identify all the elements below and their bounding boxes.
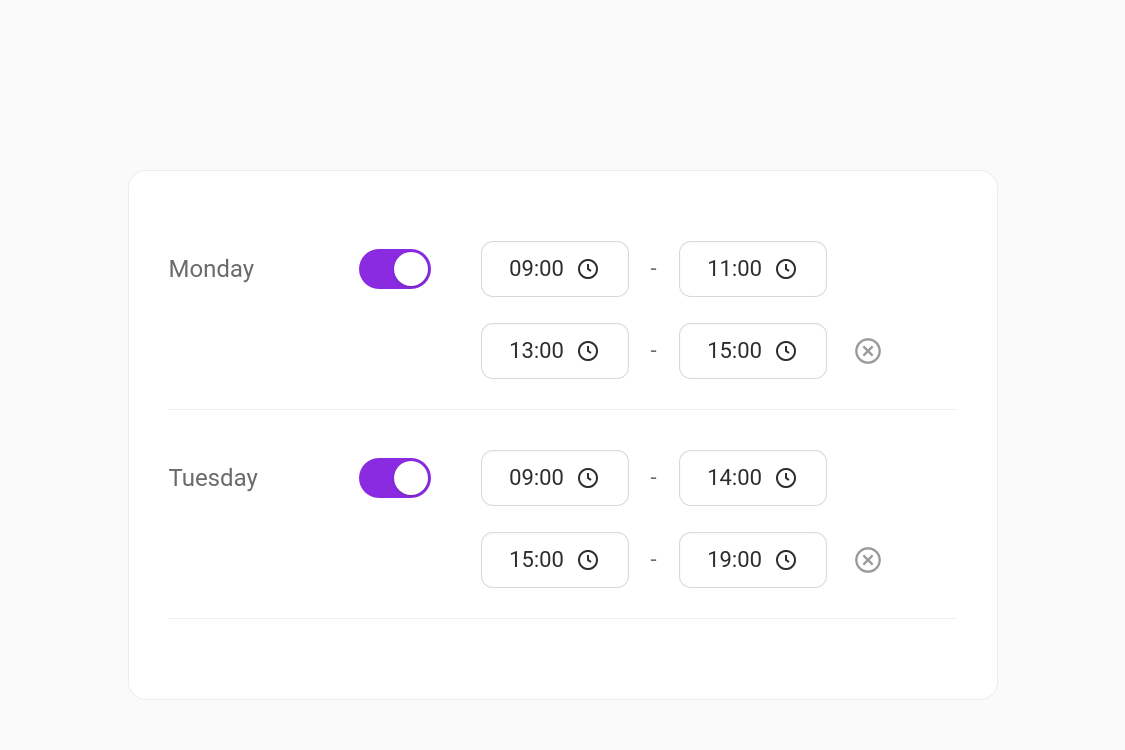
toggle-knob [394, 252, 428, 286]
toggle-knob [394, 461, 428, 495]
time-value: 19:00 [707, 548, 762, 573]
day-row: Tuesday 09:00 - 14:00 [169, 440, 957, 619]
clock-icon [774, 339, 798, 363]
time-value: 11:00 [707, 257, 762, 282]
day-label-tuesday: Tuesday [169, 450, 359, 492]
clock-icon [576, 466, 600, 490]
time-slot: 09:00 - 14:00 [481, 450, 883, 506]
clock-icon [576, 257, 600, 281]
end-time-input[interactable]: 15:00 [679, 323, 827, 379]
time-slots-monday: 09:00 - 11:00 13:00 [481, 241, 883, 379]
schedule-card: Monday 09:00 - 11:00 [128, 170, 998, 700]
start-time-input[interactable]: 09:00 [481, 450, 629, 506]
day-row: Monday 09:00 - 11:00 [169, 231, 957, 410]
clock-icon [576, 339, 600, 363]
clock-icon [576, 548, 600, 572]
end-time-input[interactable]: 19:00 [679, 532, 827, 588]
end-time-input[interactable]: 11:00 [679, 241, 827, 297]
clock-icon [774, 466, 798, 490]
start-time-input[interactable]: 15:00 [481, 532, 629, 588]
time-value: 15:00 [509, 548, 564, 573]
range-dash: - [647, 257, 661, 282]
day-label-monday: Monday [169, 241, 359, 283]
range-dash: - [647, 339, 661, 364]
clock-icon [774, 548, 798, 572]
range-dash: - [647, 548, 661, 573]
time-slot: 09:00 - 11:00 [481, 241, 883, 297]
start-time-input[interactable]: 09:00 [481, 241, 629, 297]
day-toggle-monday[interactable] [359, 249, 431, 289]
time-value: 14:00 [707, 466, 762, 491]
start-time-input[interactable]: 13:00 [481, 323, 629, 379]
time-value: 09:00 [509, 257, 564, 282]
end-time-input[interactable]: 14:00 [679, 450, 827, 506]
clock-icon [774, 257, 798, 281]
day-toggle-tuesday[interactable] [359, 458, 431, 498]
remove-slot-button[interactable] [853, 336, 883, 366]
time-slots-tuesday: 09:00 - 14:00 15:00 [481, 450, 883, 588]
remove-slot-button[interactable] [853, 545, 883, 575]
time-value: 09:00 [509, 466, 564, 491]
time-slot: 13:00 - 15:00 [481, 323, 883, 379]
time-slot: 15:00 - 19:00 [481, 532, 883, 588]
time-value: 15:00 [707, 339, 762, 364]
range-dash: - [647, 466, 661, 491]
time-value: 13:00 [509, 339, 564, 364]
